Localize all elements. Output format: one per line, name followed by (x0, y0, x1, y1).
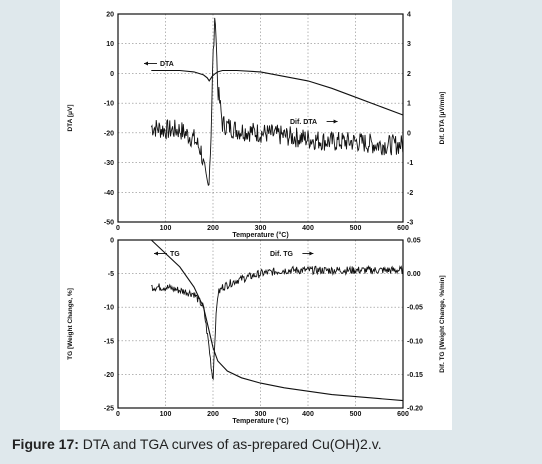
caption-text: DTA and TGA curves of as-prepared Cu(OH)… (78, 436, 382, 452)
annotation-arrowhead (144, 61, 148, 66)
y-tick-label: -10 (104, 305, 114, 312)
figure-panel: 0 100 200 300 400 500 600 20 10 0 -10 -20 -30 -40 -50 4… (60, 0, 452, 430)
x-tick-label: 100 (160, 225, 172, 232)
x-tick-label: 600 (397, 225, 409, 232)
x-tick-label: 400 (302, 225, 314, 232)
y2-tick-label: -0.15 (407, 372, 423, 379)
annotation-label: Dif. TG (270, 251, 293, 258)
y-tick-label: -20 (104, 372, 114, 379)
y-tick-label: -30 (104, 160, 114, 167)
y-tick-label: -25 (104, 406, 114, 413)
annotation-arrowhead (309, 251, 314, 256)
x-tick-label: 500 (350, 225, 362, 232)
x-tick-label: 600 (397, 411, 409, 418)
y2-tick-label: 1 (407, 101, 411, 108)
y2-axis-title: Dif. TG [Weight Change, %/min] (439, 275, 446, 372)
x-tick-label: 0 (116, 411, 120, 418)
y2-tick-label: -2 (407, 190, 413, 197)
y2-tick-label: -0.10 (407, 338, 423, 345)
series-line-dif-tg (151, 264, 404, 381)
y2-tick-label: -0.05 (407, 305, 423, 312)
plot-frame (117, 13, 404, 223)
y2-tick-label: 4 (407, 12, 411, 19)
y-axis-title: TG [Weight Change, %] (67, 288, 74, 360)
annotation-label: DTA (160, 61, 174, 68)
y2-tick-label: 3 (407, 41, 411, 48)
x-tick-label: 0 (116, 225, 120, 232)
annotation-label: Dif. DTA (290, 119, 317, 126)
x-axis-title: Temperature (°C) (232, 231, 288, 239)
x-tick-label: 300 (255, 225, 267, 232)
y-tick-label: -20 (104, 130, 114, 137)
x-tick-label: 300 (255, 411, 267, 418)
dta-tga-chart: 0 100 200 300 400 500 60020100-10-20-30-40-504… (67, 12, 446, 426)
x-tick-label: 200 (207, 225, 219, 232)
series-line-tg (150, 239, 404, 402)
annotation-arrowhead (333, 119, 338, 124)
caption-label: Figure 17: (12, 436, 79, 452)
y-tick-label: -5 (108, 271, 114, 278)
x-axis-title: Temperature (°C) (232, 417, 288, 425)
y-tick-label: -50 (104, 220, 114, 227)
y2-tick-label: -3 (407, 220, 413, 227)
y2-tick-label: -1 (407, 160, 413, 167)
y2-axis-title: Dif. DTA [μV/min] (439, 92, 446, 145)
y-tick-label: -40 (104, 190, 114, 197)
series-line-dif-dta (150, 17, 404, 186)
y-tick-label: 10 (106, 41, 114, 48)
y-tick-label: -10 (104, 101, 114, 108)
annotation-arrowhead (154, 251, 158, 256)
series-line-dta (151, 69, 404, 116)
plot-frame (117, 239, 404, 409)
y2-tick-label: 0.05 (407, 238, 421, 245)
y2-tick-label: 2 (407, 71, 411, 78)
y-axis-title: DTA [μV] (67, 104, 74, 131)
annotation-label: TG (170, 251, 180, 258)
y2-tick-label: 0.00 (407, 271, 421, 278)
x-tick-label: 400 (302, 411, 314, 418)
x-tick-label: 100 (160, 411, 172, 418)
y2-tick-label: 0 (407, 130, 411, 137)
y-tick-label: 0 (110, 238, 114, 245)
x-tick-label: 500 (350, 411, 362, 418)
figure-caption: Figure 17: DTA and TGA curves of as-prep… (12, 436, 382, 452)
y-tick-label: 0 (110, 71, 114, 78)
y-tick-label: 20 (106, 12, 114, 19)
y2-tick-label: -0.20 (407, 406, 423, 413)
x-tick-label: 200 (207, 411, 219, 418)
y-tick-label: -15 (104, 338, 114, 345)
